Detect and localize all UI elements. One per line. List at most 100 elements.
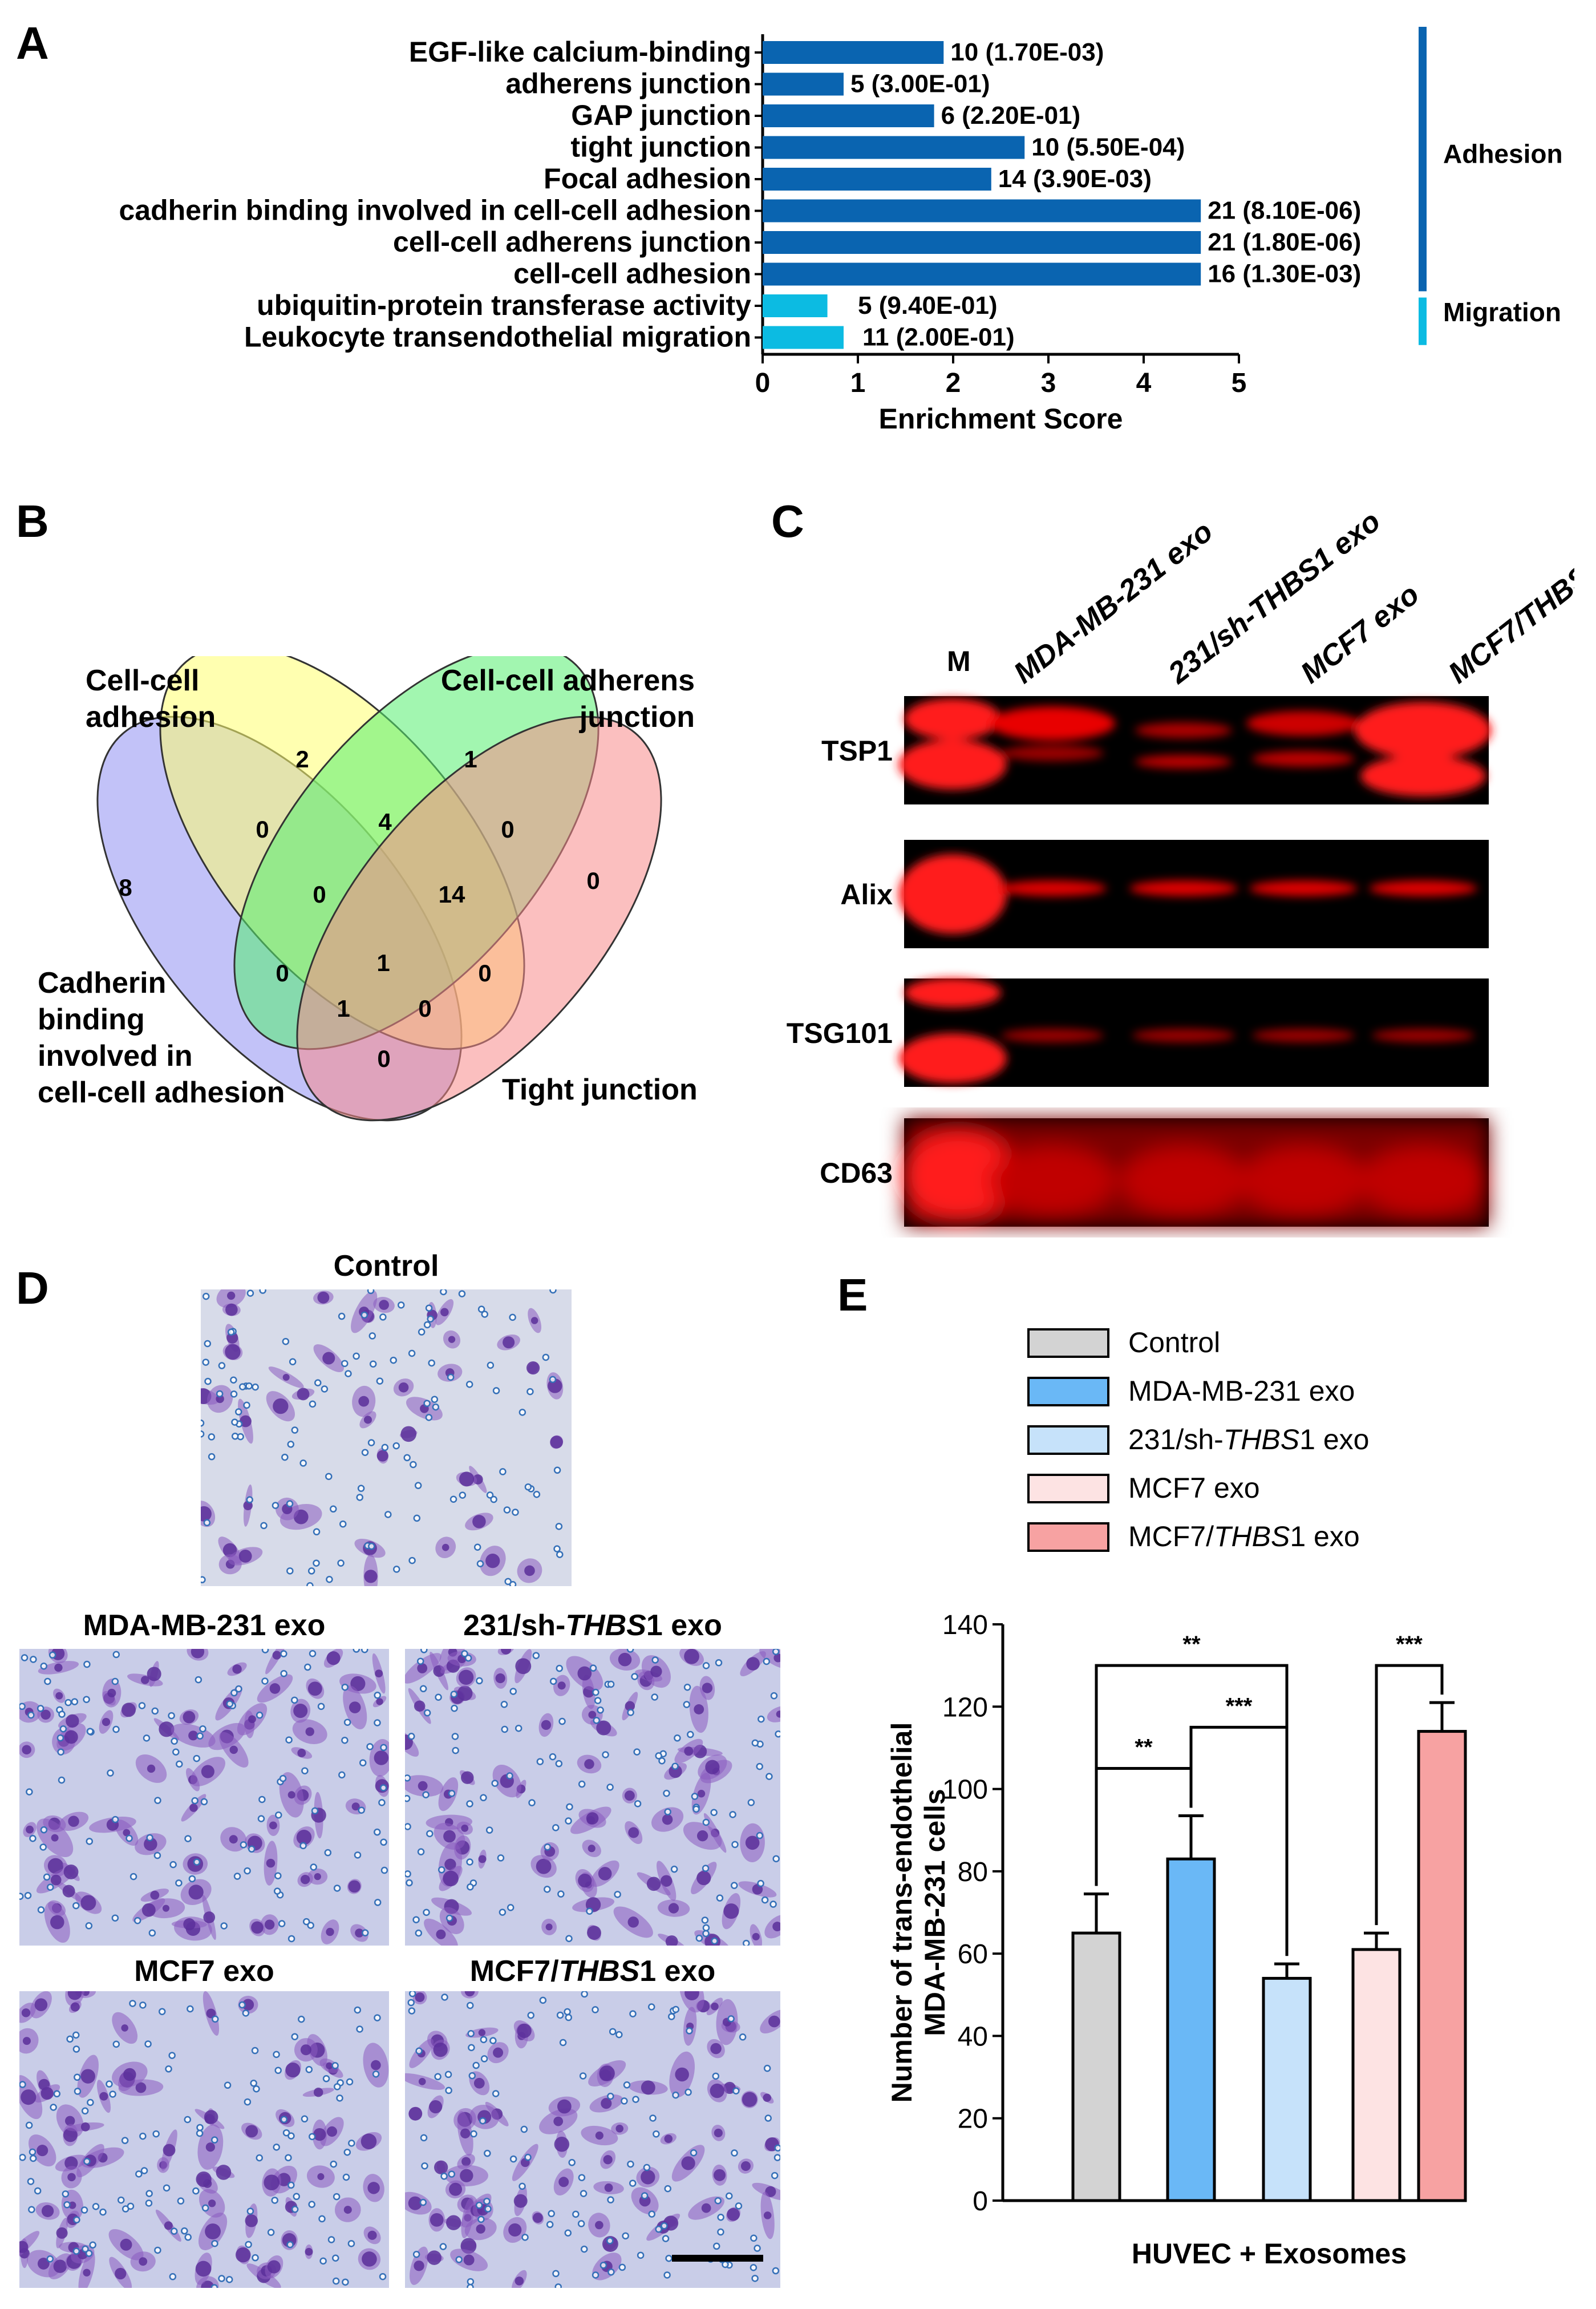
a-x-label: Enrichment Score bbox=[879, 403, 1123, 435]
blot-row-label: CD63 bbox=[820, 1157, 893, 1189]
venn-count: 0 bbox=[313, 881, 326, 908]
a-data-label: 5 (3.00E-01) bbox=[850, 70, 990, 98]
a-bar bbox=[763, 41, 944, 64]
enrichment-bar-chart: EGF-like calcium-binding 10 (1.70E-03) adh… bbox=[119, 27, 1563, 435]
venn-count: 2 bbox=[295, 746, 309, 773]
micrograph-image bbox=[19, 1649, 389, 1946]
a-bar bbox=[763, 326, 844, 349]
panel-letter-a: A bbox=[16, 18, 49, 68]
scale-bar bbox=[672, 2255, 763, 2262]
panel-letter-e: E bbox=[837, 1269, 868, 1320]
legend-label: MDA-MB-231 exo bbox=[1128, 1375, 1355, 1407]
micrograph-panel: Control MDA-MB-231 exo 231/sh-THBS1 exo MCF… bbox=[0, 1244, 799, 2305]
a-category-label: cell-cell adherens junction bbox=[393, 226, 751, 258]
e-y-tick: 0 bbox=[973, 2186, 988, 2217]
a-category-label: GAP junction bbox=[571, 99, 751, 131]
venn-count: 1 bbox=[464, 746, 477, 773]
venn-label-adherens-junction: junction bbox=[579, 701, 695, 734]
group-label-adhesion: Adhesion bbox=[1443, 139, 1563, 169]
a-x-tick: 1 bbox=[850, 368, 866, 398]
western-blot: M MDA-MB-231 exo 231/sh-THBS1 exo MCF7 exo M… bbox=[742, 468, 1574, 1249]
venn-count: 0 bbox=[256, 816, 269, 843]
a-category-label: ubiquitin-protein transferase activity bbox=[257, 289, 751, 321]
a-data-label: 6 (2.20E-01) bbox=[941, 102, 1081, 130]
blot-row-label: TSG101 bbox=[787, 1017, 893, 1049]
micrograph-image bbox=[405, 1991, 780, 2288]
legend-swatch bbox=[1027, 1328, 1109, 1358]
a-x-tick: 2 bbox=[946, 368, 961, 398]
a-bar bbox=[763, 262, 1201, 286]
a-category-label: EGF-like calcium-binding bbox=[409, 36, 751, 68]
e-bar bbox=[1417, 1730, 1467, 2202]
e-y-label: Number of trans-endothelial bbox=[886, 1722, 918, 2103]
significance-label: ** bbox=[1135, 1735, 1153, 1760]
micrograph-image bbox=[201, 1289, 572, 1586]
legend-e: Control MDA-MB-231 exo 231/sh-THBS1 exo MCF… bbox=[1027, 1327, 1369, 1552]
venn-count: 1 bbox=[376, 949, 390, 976]
significance-label: *** bbox=[1226, 1693, 1253, 1718]
a-data-label: 21 (1.80E-06) bbox=[1208, 228, 1361, 256]
a-bar bbox=[763, 199, 1201, 223]
micrograph-title: MDA-MB-231 exo bbox=[83, 1609, 326, 1642]
venn-label-cell-cell-adhesion: adhesion bbox=[86, 701, 216, 734]
set-tight-junction-ellipse bbox=[296, 715, 662, 1122]
a-x-tick: 4 bbox=[1136, 368, 1152, 398]
legend-label: 231/sh-THBS1 exo bbox=[1128, 1424, 1369, 1455]
blot-row-label: TSP1 bbox=[821, 735, 893, 767]
legend-swatch bbox=[1027, 1522, 1109, 1552]
venn-count: 8 bbox=[119, 874, 132, 901]
a-x-tick: 3 bbox=[1041, 368, 1056, 398]
a-bar bbox=[763, 168, 991, 191]
venn-count: 14 bbox=[439, 881, 465, 908]
e-bar bbox=[1351, 1948, 1401, 2202]
venn-count: 0 bbox=[418, 995, 431, 1022]
significance-label: *** bbox=[1396, 1632, 1423, 1657]
legend-swatch bbox=[1027, 1474, 1109, 1503]
micrograph-title: Control bbox=[334, 1249, 439, 1283]
a-bar bbox=[763, 294, 828, 317]
e-bar bbox=[1166, 1857, 1216, 2202]
a-x-tick: 5 bbox=[1232, 368, 1247, 398]
a-category-label: cell-cell adhesion bbox=[513, 258, 751, 290]
a-data-label: 10 (1.70E-03) bbox=[950, 38, 1104, 66]
venn-label-cadherin: Cadherin bbox=[38, 967, 166, 1000]
micrograph-image bbox=[405, 1649, 780, 1946]
legend-swatch bbox=[1027, 1377, 1109, 1406]
e-y-tick: 120 bbox=[942, 1692, 988, 1722]
micrograph-image bbox=[19, 1991, 389, 2288]
panel-letter-c: C bbox=[771, 496, 804, 547]
a-x-tick: 0 bbox=[755, 368, 771, 398]
significance-label: ** bbox=[1182, 1632, 1201, 1657]
e-y-tick: 80 bbox=[958, 1857, 988, 1887]
e-y-label: MDA-MB-231 cells bbox=[919, 1789, 951, 2036]
legend-label: MCF7 exo bbox=[1128, 1472, 1260, 1504]
e-y-tick: 40 bbox=[958, 2021, 988, 2052]
a-bar bbox=[763, 231, 1201, 254]
venn-label-cell-cell-adhesion: Cell-cell bbox=[86, 664, 199, 697]
a-data-label: 5 (9.40E-01) bbox=[858, 292, 998, 320]
blot-row-label: Alix bbox=[840, 879, 893, 911]
e-y-tick: 60 bbox=[958, 1939, 988, 1970]
a-category-label: cadherin binding involved in cell-cell a… bbox=[119, 195, 751, 227]
a-category-label: adherens junction bbox=[505, 68, 751, 100]
e-bar bbox=[1071, 1931, 1121, 2202]
significance-bracket bbox=[1095, 1664, 1289, 1956]
venn-label-cadherin: cell-cell adhesion bbox=[38, 1076, 285, 1109]
legend-label: MCF7/THBS1 exo bbox=[1128, 1521, 1360, 1552]
a-data-label: 21 (8.10E-06) bbox=[1208, 197, 1361, 225]
a-data-label: 16 (1.30E-03) bbox=[1208, 260, 1361, 288]
panel-letter-b: B bbox=[16, 496, 49, 547]
a-data-label: 11 (2.00E-01) bbox=[862, 323, 1015, 351]
a-data-label: 14 (3.90E-03) bbox=[998, 165, 1152, 193]
venn-label-cadherin: binding bbox=[38, 1003, 145, 1036]
venn-label-cadherin: involved in bbox=[38, 1040, 193, 1073]
venn-count: 4 bbox=[378, 808, 392, 835]
a-category-label: tight junction bbox=[570, 131, 751, 163]
a-data-label: 10 (5.50E-04) bbox=[1031, 134, 1185, 161]
venn-count: 1 bbox=[337, 995, 350, 1022]
a-category-label: Leukocyte transendothelial migration bbox=[244, 321, 751, 353]
e-y-tick: 20 bbox=[958, 2104, 988, 2134]
micrograph-title: MCF7/THBS1 exo bbox=[470, 1955, 716, 1988]
